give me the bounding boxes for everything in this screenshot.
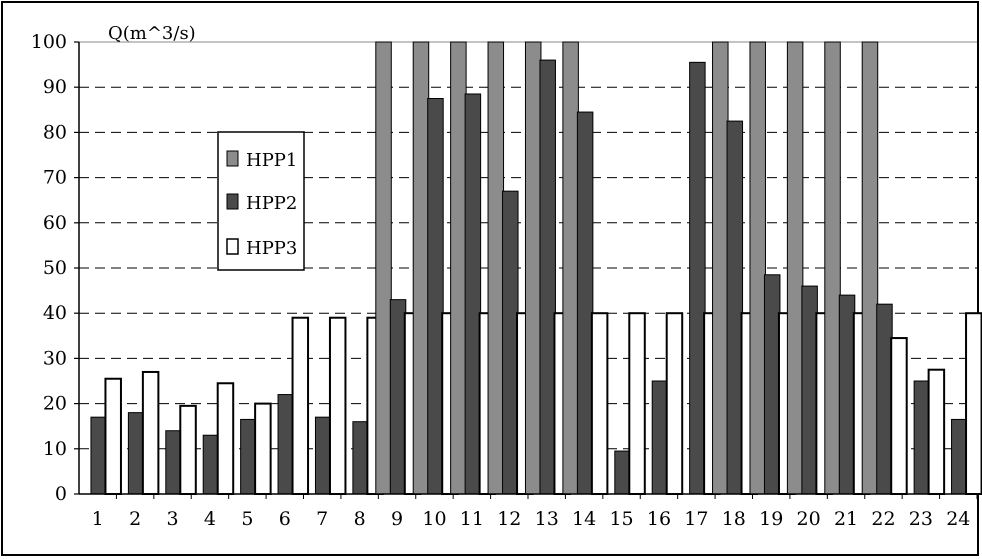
bar-hpp2-17 bbox=[690, 62, 706, 494]
bar-hpp3-24 bbox=[966, 313, 982, 494]
bar-hpp1-12 bbox=[488, 42, 504, 494]
x-tick-label: 5 bbox=[241, 508, 253, 530]
bar-hpp2-12 bbox=[503, 191, 518, 494]
bar-hpp3-4 bbox=[218, 383, 234, 494]
x-tick-label: 16 bbox=[647, 508, 671, 530]
y-tick-label: 60 bbox=[43, 212, 67, 234]
y-tick-label: 80 bbox=[43, 121, 67, 143]
bar-hpp3-5 bbox=[255, 404, 271, 494]
x-tick-label: 11 bbox=[460, 508, 484, 530]
bar-hpp3-15 bbox=[629, 313, 645, 494]
bar-hpp3-16 bbox=[667, 313, 683, 494]
bar-hpp2-14 bbox=[577, 112, 593, 494]
bar-hpp2-15 bbox=[615, 451, 631, 494]
x-tick-label: 14 bbox=[572, 508, 596, 530]
bar-hpp2-4 bbox=[203, 435, 219, 494]
bar-hpp3-23 bbox=[929, 370, 945, 494]
x-tick-label: 6 bbox=[279, 508, 291, 530]
x-tick-label: 18 bbox=[722, 508, 746, 530]
x-tick-label: 23 bbox=[909, 508, 933, 530]
y-tick-label: 0 bbox=[55, 483, 67, 505]
bar-hpp2-3 bbox=[166, 431, 182, 494]
bar-hpp2-5 bbox=[241, 419, 257, 494]
bar-hpp2-22 bbox=[877, 304, 893, 494]
bar-hpp1-19 bbox=[750, 42, 766, 494]
x-tick-label: 10 bbox=[422, 508, 446, 530]
x-tick-label: 17 bbox=[684, 508, 708, 530]
legend-swatch-hpp1 bbox=[227, 151, 238, 166]
y-tick-label: 90 bbox=[43, 76, 67, 98]
bar-hpp2-11 bbox=[465, 94, 481, 494]
bar-hpp2-24 bbox=[952, 419, 968, 494]
bar-hpp2-9 bbox=[390, 300, 406, 494]
x-tick-label: 4 bbox=[204, 508, 216, 530]
x-tick-label: 22 bbox=[871, 508, 895, 530]
y-tick-label: 20 bbox=[43, 393, 67, 415]
y-tick-label: 40 bbox=[43, 302, 67, 324]
bar-hpp1-10 bbox=[413, 42, 429, 494]
x-tick-label: 13 bbox=[535, 508, 559, 530]
x-tick-label: 3 bbox=[166, 508, 178, 530]
bar-hpp2-8 bbox=[353, 422, 369, 494]
y-tick-label: 100 bbox=[31, 31, 67, 53]
bar-hpp2-23 bbox=[914, 381, 930, 494]
y-tick-label: 50 bbox=[43, 257, 67, 279]
x-tick-label: 24 bbox=[946, 508, 970, 530]
x-tick-label: 2 bbox=[129, 508, 141, 530]
x-tick-label: 15 bbox=[609, 508, 633, 530]
bar-hpp2-18 bbox=[727, 121, 743, 494]
x-tick-labels: 1 2 3 4 5 6 7 8 9 10 11 12 13 14 15 16 17 18 19 20 21 22 23 24 bbox=[92, 494, 977, 530]
bar-hpp1-21 bbox=[825, 42, 841, 494]
bar-hpp2-1 bbox=[91, 417, 107, 494]
bar-hpp3-1 bbox=[105, 379, 121, 494]
y-tick-labels: 0 10 20 30 40 50 60 70 80 90 100 bbox=[31, 31, 79, 505]
bar-hpp3-2 bbox=[143, 372, 159, 494]
bar-hpp1-11 bbox=[451, 42, 467, 494]
bar-hpp2-20 bbox=[802, 286, 818, 494]
x-tick-label: 9 bbox=[391, 508, 403, 530]
legend-label-hpp1: HPP1 bbox=[246, 150, 297, 171]
bar-hpp3-6 bbox=[293, 318, 309, 494]
bar-hpp1-20 bbox=[787, 42, 803, 494]
bar-hpp2-6 bbox=[278, 395, 294, 494]
y-axis-label: Q(m^3/s) bbox=[108, 23, 196, 44]
bar-hpp2-13 bbox=[540, 60, 556, 494]
x-tick-label: 8 bbox=[354, 508, 366, 530]
bar-hpp1-18 bbox=[713, 42, 729, 494]
x-tick-label: 1 bbox=[92, 508, 104, 530]
x-tick-label: 12 bbox=[497, 508, 521, 530]
y-tick-label: 70 bbox=[43, 167, 67, 189]
bar-hpp1-13 bbox=[525, 42, 541, 494]
x-tick-label: 19 bbox=[759, 508, 783, 530]
y-tick-label: 10 bbox=[43, 438, 67, 460]
legend: HPP1 HPP2 HPP3 bbox=[218, 132, 304, 270]
bar-hpp2-10 bbox=[428, 99, 444, 495]
x-tick-label: 20 bbox=[797, 508, 821, 530]
bar-hpp1-9 bbox=[376, 42, 392, 494]
legend-label-hpp2: HPP2 bbox=[246, 193, 297, 214]
bar-hpp2-16 bbox=[652, 381, 668, 494]
y-tick-label: 30 bbox=[43, 347, 67, 369]
bar-hpp1-14 bbox=[563, 42, 579, 494]
bar-hpp2-7 bbox=[315, 417, 331, 494]
bar-hpp2-21 bbox=[839, 295, 855, 494]
x-tick-label: 21 bbox=[834, 508, 858, 530]
bar-hpp2-2 bbox=[128, 413, 144, 494]
legend-swatch-hpp3 bbox=[227, 239, 238, 254]
bar-hpp3-14 bbox=[592, 313, 608, 494]
legend-swatch-hpp2 bbox=[227, 194, 238, 209]
bar-hpp1-22 bbox=[862, 42, 878, 494]
bar-hpp3-3 bbox=[180, 406, 196, 494]
legend-label-hpp3: HPP3 bbox=[246, 238, 297, 259]
bar-hpp3-7 bbox=[330, 318, 346, 494]
bar-hpp2-19 bbox=[764, 275, 780, 494]
bar-hpp3-22 bbox=[891, 338, 907, 494]
x-tick-label: 7 bbox=[316, 508, 328, 530]
